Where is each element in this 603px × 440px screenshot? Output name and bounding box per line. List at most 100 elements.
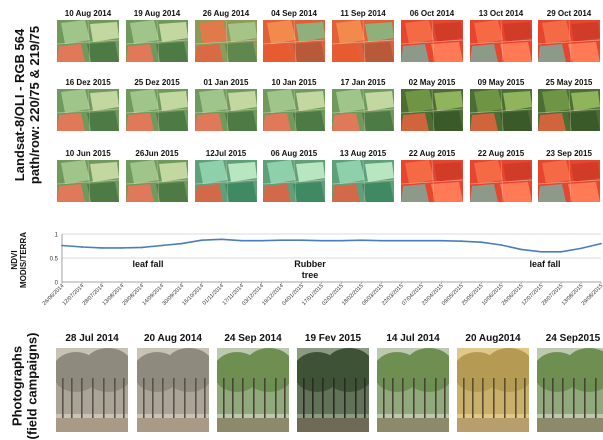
- landsat-tile-image: [57, 160, 119, 202]
- ndvi-data-point: [360, 239, 363, 242]
- ndvi-axis-title: NDVI MODIS/TERRA: [0, 232, 38, 288]
- landsat-tile: 10 Jan 2015: [263, 77, 325, 133]
- x-tick-label: 29/08/2015: [581, 283, 603, 307]
- landsat-tile-date: 29 Oct 2014: [546, 9, 592, 18]
- landsat-tile-image: [332, 89, 394, 131]
- landsat-tile: 01 Jan 2015: [195, 77, 257, 133]
- ndvi-data-point: [460, 240, 463, 243]
- ndvi-data-point: [101, 247, 103, 249]
- chart-annotation-tree: tree: [302, 270, 319, 280]
- landsat-section-title: Landsat-8/OLI - RGB 564 path/row: 220/75…: [0, 6, 54, 204]
- landsat-tile-date: 10 Jun 2015: [65, 149, 111, 158]
- landsat-tile-date: 06 Oct 2014: [409, 9, 455, 18]
- landsat-tile: 23 Sep 2015: [538, 148, 600, 204]
- landsat-tile: 06 Oct 2014: [401, 8, 463, 64]
- ndvi-data-point: [480, 241, 483, 244]
- field-photo: 20 Aug2014: [457, 332, 529, 432]
- ndvi-data-point: [61, 244, 63, 247]
- field-photo-image: [537, 348, 603, 432]
- field-photo-date: 19 Fev 2015: [304, 333, 362, 344]
- ndvi-data-point: [580, 247, 582, 250]
- landsat-tile: 06 Aug 2015: [263, 148, 325, 204]
- landsat-tile-image: [401, 20, 463, 62]
- ndvi-data-point: [500, 244, 503, 246]
- landsat-tile-image: [538, 160, 600, 202]
- landsat-tile-date: 10 Aug 2014: [64, 9, 112, 18]
- ndvi-data-point: [220, 238, 223, 241]
- landsat-tile-image: [332, 20, 394, 62]
- landsat-tile-image: [470, 20, 532, 62]
- ndvi-data-point: [160, 244, 163, 247]
- landsat-title-line1: Landsat-8/OLI - RGB 564: [12, 28, 27, 182]
- landsat-tile: 13 Oct 2014: [470, 8, 532, 64]
- ndvi-data-point: [520, 248, 523, 251]
- landsat-tile-image: [263, 160, 325, 202]
- landsat-tile-date: 11 Sep 2014: [340, 9, 386, 18]
- landsat-tile-date: 01 Jan 2015: [203, 78, 249, 87]
- landsat-tile: 26Jun 2015: [126, 148, 188, 204]
- landsat-tile: 02 May 2015: [401, 77, 463, 133]
- landsat-tile-image: [538, 89, 600, 131]
- y-tick-label: 1: [55, 233, 59, 239]
- ndvi-data-point: [400, 239, 403, 242]
- ndvi-data-point: [340, 239, 343, 242]
- landsat-tile-image: [332, 160, 394, 202]
- landsat-tile: 22 Aug 2015: [401, 148, 463, 204]
- y-tick-label: 0: [55, 281, 59, 287]
- ndvi-data-point: [260, 239, 263, 242]
- ndvi-data-point: [440, 239, 443, 242]
- landsat-tile: 12Jul 2015: [195, 148, 257, 204]
- landsat-tile-date: 26 Aug 2014: [202, 9, 250, 18]
- landsat-tile: 16 Dez 2015: [57, 77, 119, 133]
- landsat-tile: 25 Dez 2015: [126, 77, 188, 133]
- landsat-tile-image: [126, 160, 188, 202]
- ndvi-data-point: [81, 246, 83, 248]
- ndvi-ylabel-line1: NDVI: [10, 250, 19, 270]
- field-photo-image: [56, 348, 128, 432]
- landsat-tile-date: 26Jun 2015: [135, 149, 179, 158]
- y-tick-label: 0.5: [50, 257, 59, 263]
- landsat-tile-image: [57, 89, 119, 131]
- landsat-tile: 19 Aug 2014: [126, 8, 188, 64]
- ndvi-data-point: [140, 246, 143, 249]
- ndvi-ylabel-line2: MODIS/TERRA: [19, 232, 28, 288]
- landsat-tile-date: 02 May 2015: [408, 78, 456, 87]
- ndvi-data-point: [240, 239, 243, 242]
- landsat-tile-date: 04 Sep 2014: [271, 9, 317, 18]
- landsat-tile: 29 Oct 2014: [538, 8, 600, 64]
- ndvi-data-point: [180, 242, 183, 245]
- field-photo-image: [377, 348, 449, 432]
- field-photo-date: 28 Jul 2014: [65, 333, 119, 344]
- field-photo-date: 20 Aug2014: [465, 333, 521, 344]
- landsat-tile-date: 13 Oct 2014: [478, 9, 524, 18]
- field-photo-date: 24 Sep 2014: [224, 333, 282, 344]
- field-photo-image: [217, 348, 289, 432]
- landsat-tile-image: [538, 20, 600, 62]
- landsat-tile: 26 Aug 2014: [195, 8, 257, 64]
- landsat-tile-date: 16 Dez 2015: [65, 78, 111, 87]
- ndvi-data-point: [320, 239, 323, 242]
- field-photo: 14 Jul 2014: [377, 332, 449, 432]
- landsat-tile: 22 Aug 2015: [470, 148, 532, 204]
- landsat-tile-date: 06 Aug 2015: [270, 149, 318, 158]
- landsat-tile: 09 May 2015: [470, 77, 532, 133]
- ndvi-time-series-chart: 00.5126/06/201412/07/201428/07/201413/08…: [42, 233, 603, 307]
- field-photo-image: [457, 348, 529, 432]
- landsat-tile: 25 May 2015: [538, 77, 600, 133]
- chart-annotation-leaf-fall-2: leaf fall: [529, 259, 560, 269]
- ndvi-series-line: [61, 238, 602, 253]
- landsat-tile-date: 17 Jan 2015: [340, 78, 386, 87]
- landsat-tile: 13 Aug 2015: [332, 148, 394, 204]
- ndvi-data-point: [300, 239, 303, 242]
- landsat-tile-date: 13 Aug 2015: [339, 149, 387, 158]
- ndvi-data-point: [200, 239, 203, 242]
- landsat-tile-date: 25 May 2015: [545, 78, 593, 87]
- ndvi-data-point: [600, 242, 602, 245]
- landsat-tile-image: [195, 20, 257, 62]
- photo-title-line1: Photographs: [9, 345, 25, 427]
- field-photo: 24 Sep 2014: [217, 332, 289, 432]
- landsat-tile-date: 10 Jan 2015: [271, 78, 317, 87]
- landsat-tile: 10 Jun 2015: [57, 148, 119, 204]
- landsat-tile: 11 Sep 2014: [332, 8, 394, 64]
- landsat-tile-image: [126, 20, 188, 62]
